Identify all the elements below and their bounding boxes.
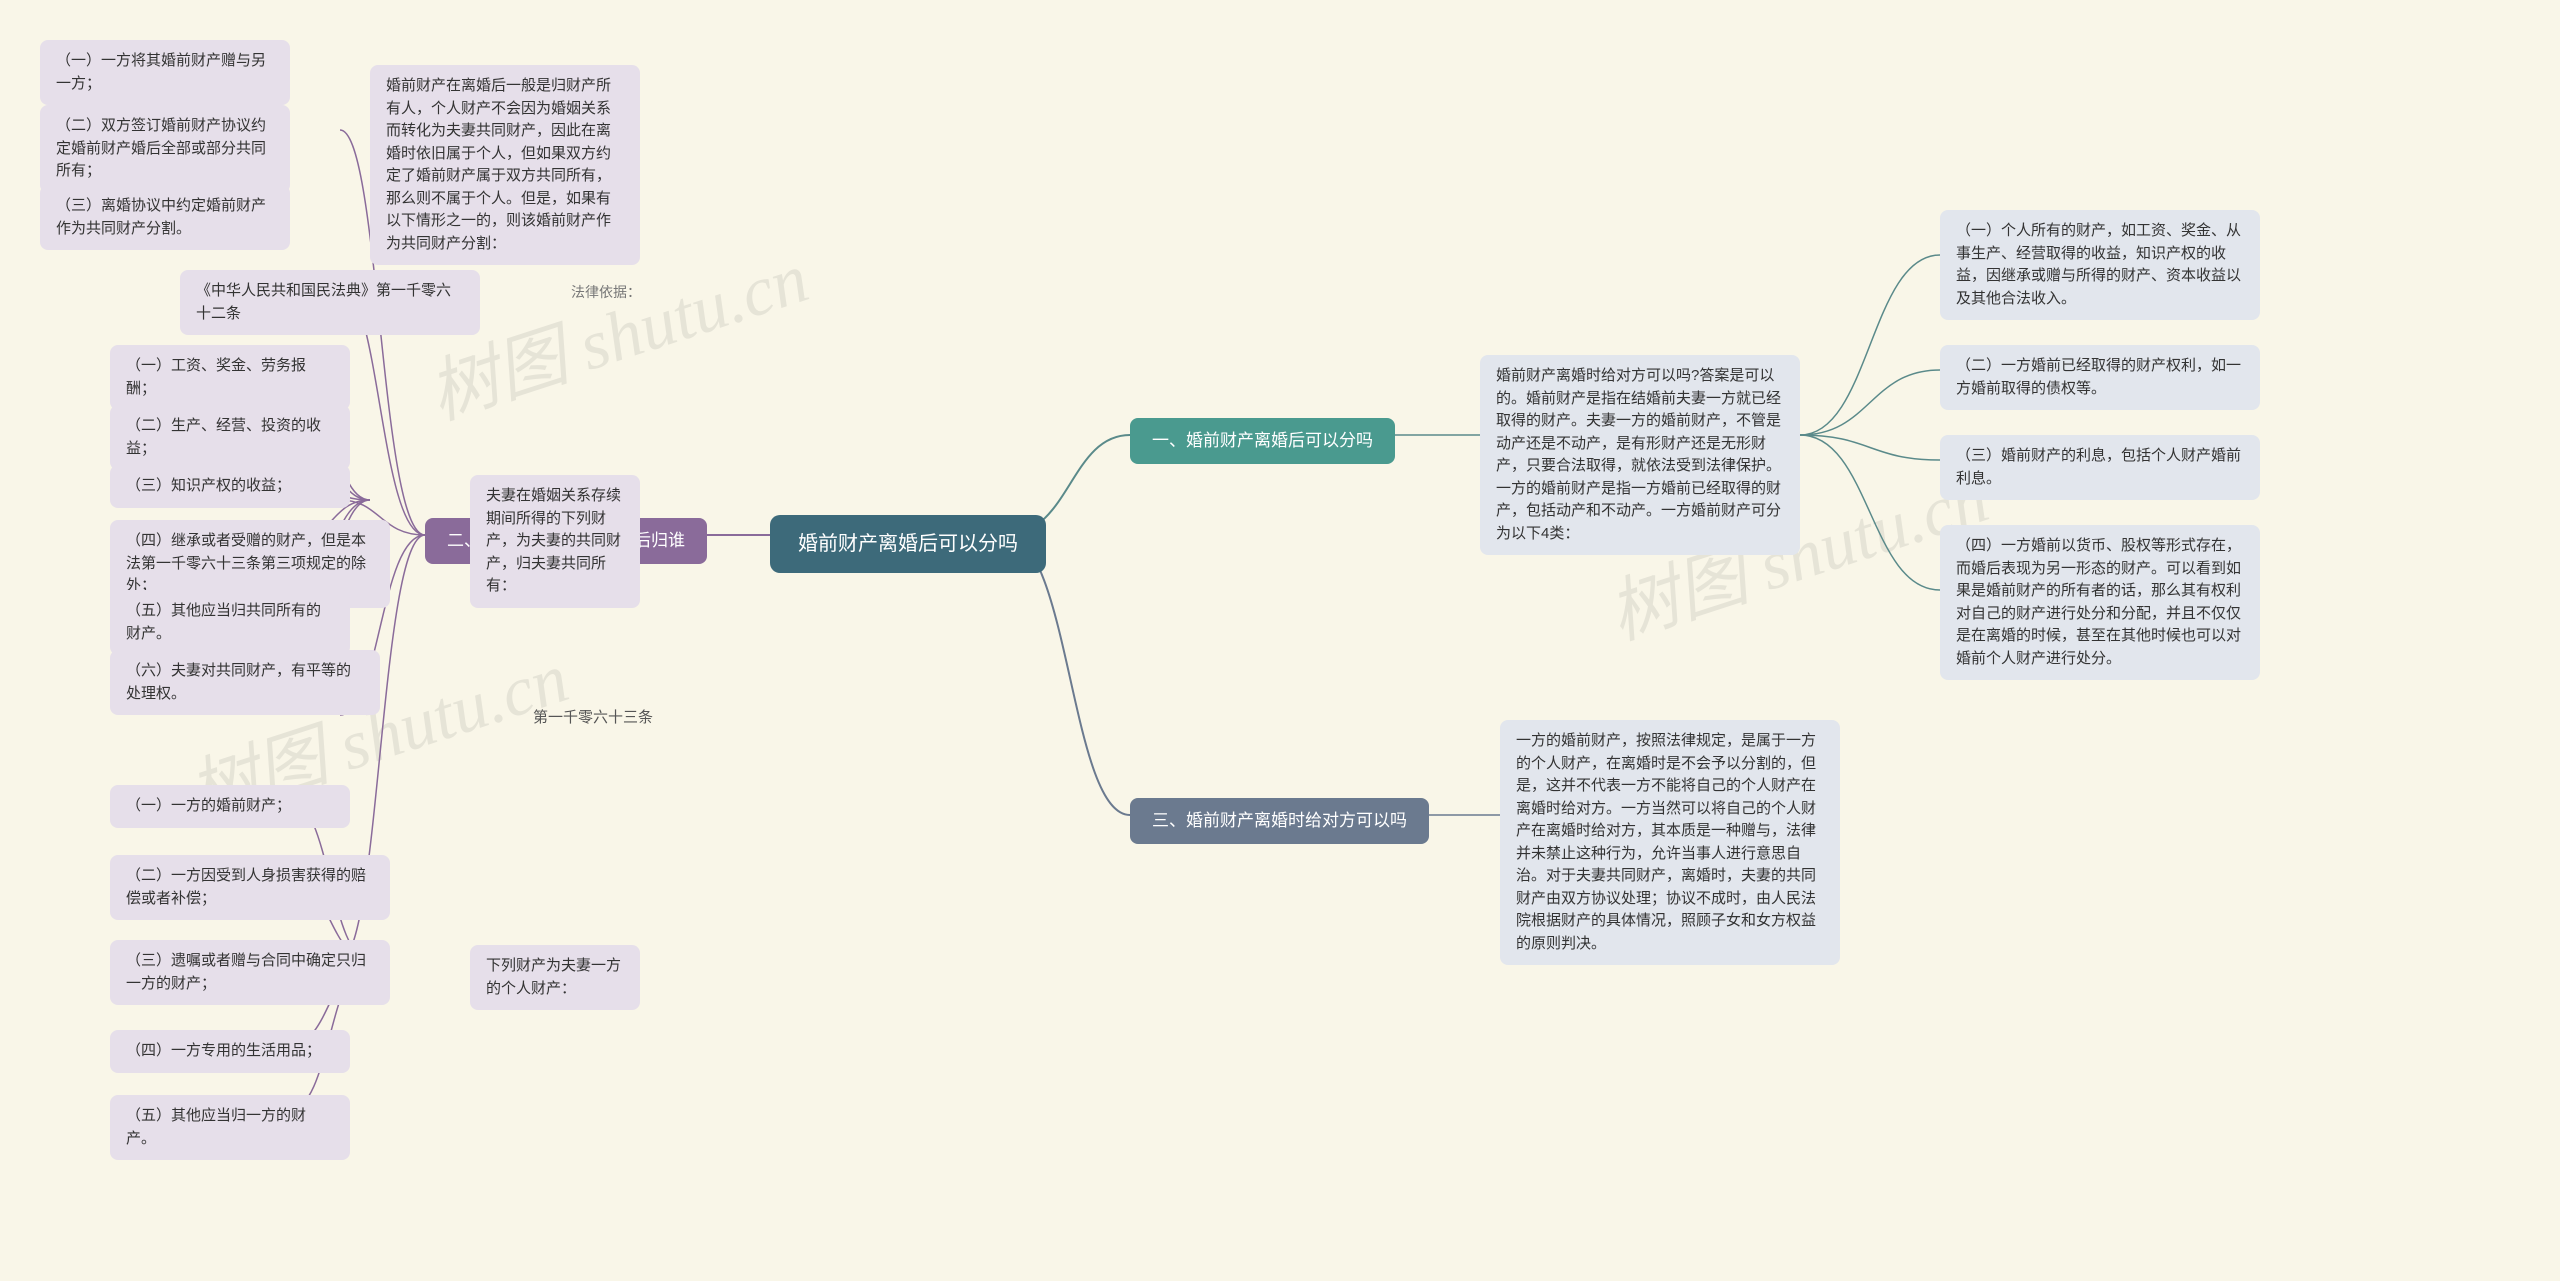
branch-2-sub2-label: 法律依据： [555, 272, 657, 313]
branch-2-sub1-item-2: （二）双方签订婚前财产协议约定婚前财产婚后全部或部分共同所有； [40, 105, 290, 193]
branch-2-sub5-item-2: （二）一方因受到人身损害获得的赔偿或者补偿； [110, 855, 390, 920]
branch-2-sub5-desc: 下列财产为夫妻一方的个人财产： [470, 945, 640, 1010]
branch-2-sub5-item-1: （一）一方的婚前财产； [110, 785, 350, 828]
branch-2-sub3-item-6: （六）夫妻对共同财产，有平等的处理权。 [110, 650, 380, 715]
branch-1-item-4: （四）一方婚前以货币、股权等形式存在，而婚后表现为另一形态的财产。可以看到如果是… [1940, 525, 2260, 680]
branch-3[interactable]: 三、婚前财产离婚时给对方可以吗 [1130, 798, 1429, 844]
branch-2-sub3-item-5: （五）其他应当归共同所有的财产。 [110, 590, 350, 655]
branch-2-sub1-item-1: （一）一方将其婚前财产赠与另一方； [40, 40, 290, 105]
branch-1-item-1: （一）个人所有的财产，如工资、奖金、从事生产、经营取得的收益，知识产权的收益，因… [1940, 210, 2260, 320]
branch-2-sub5-item-4: （四）一方专用的生活用品； [110, 1030, 350, 1073]
branch-1-desc: 婚前财产离婚时给对方可以吗?答案是可以的。婚前财产是指在结婚前夫妻一方就已经取得… [1480, 355, 1800, 555]
branch-2-sub3-item-1: （一）工资、奖金、劳务报酬； [110, 345, 350, 410]
branch-2-sub4: 第一千零六十三条 [525, 703, 661, 734]
branch-2-sub1-desc: 婚前财产在离婚后一般是归财产所有人，个人财产不会因为婚姻关系而转化为夫妻共同财产… [370, 65, 640, 265]
branch-2-sub2-text: 《中华人民共和国民法典》第一千零六十二条 [180, 270, 480, 335]
branch-1[interactable]: 一、婚前财产离婚后可以分吗 [1130, 418, 1395, 464]
branch-2-sub3-item-2: （二）生产、经营、投资的收益； [110, 405, 350, 470]
branch-3-desc: 一方的婚前财产，按照法律规定，是属于一方的个人财产，在离婚时是不会予以分割的，但… [1500, 720, 1840, 965]
root-node[interactable]: 婚前财产离婚后可以分吗 [770, 515, 1046, 573]
branch-2-sub1-item-3: （三）离婚协议中约定婚前财产作为共同财产分割。 [40, 185, 290, 250]
branch-2-sub5-item-5: （五）其他应当归一方的财产。 [110, 1095, 350, 1160]
branch-2-sub5-item-3: （三）遗嘱或者赠与合同中确定只归一方的财产； [110, 940, 390, 1005]
branch-1-item-2: （二）一方婚前已经取得的财产权利，如一方婚前取得的债权等。 [1940, 345, 2260, 410]
branch-2-sub3-desc: 夫妻在婚姻关系存续期间所得的下列财产，为夫妻的共同财产，归夫妻共同所有： [470, 475, 640, 608]
branch-2-sub3-item-3: （三）知识产权的收益； [110, 465, 350, 508]
branch-1-item-3: （三）婚前财产的利息，包括个人财产婚前利息。 [1940, 435, 2260, 500]
